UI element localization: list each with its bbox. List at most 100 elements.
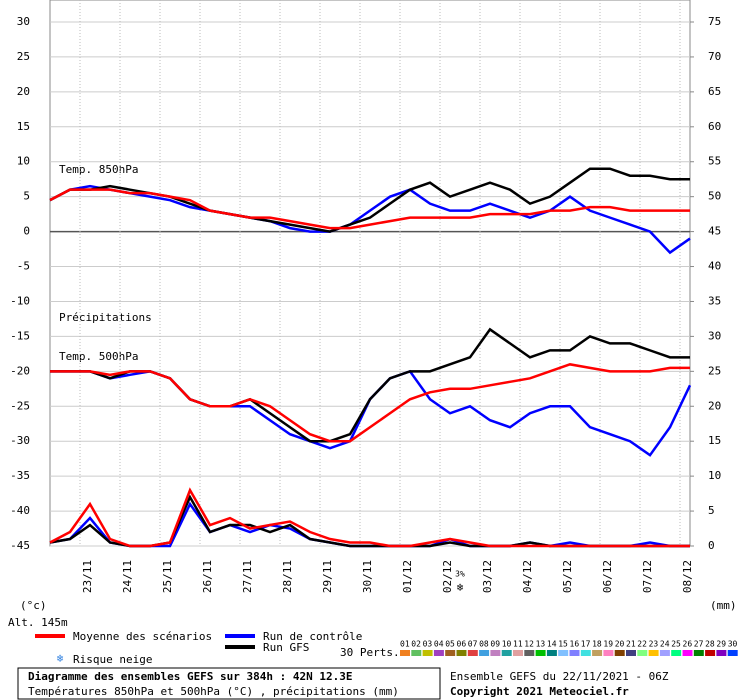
panel-label: Précipitations xyxy=(59,311,152,324)
pert-label: 15 xyxy=(558,640,568,649)
y-tick-label: 10 xyxy=(17,155,30,168)
pert-label: 28 xyxy=(705,640,715,649)
y2-tick-label: 75 xyxy=(708,15,721,28)
y-tick-label: -15 xyxy=(10,329,30,342)
y2-tick-label: 35 xyxy=(708,294,721,307)
y-tick-label: 15 xyxy=(17,120,30,133)
pert-label: 03 xyxy=(423,640,433,649)
pert-swatch xyxy=(603,650,614,656)
x-tick-label: 01/12 xyxy=(401,560,414,593)
y2-tick-label: 60 xyxy=(708,120,721,133)
pert-label: 29 xyxy=(716,640,726,649)
series-line xyxy=(49,184,691,255)
pert-swatch xyxy=(569,650,580,656)
y2-tick-label: 15 xyxy=(708,434,721,447)
x-tick-label: 24/11 xyxy=(121,560,134,593)
y-tick-label: -10 xyxy=(10,294,30,307)
y-tick-label: -30 xyxy=(10,434,30,447)
x-tick-label: 28/11 xyxy=(281,560,294,593)
pert-label: 18 xyxy=(592,640,602,649)
pert-swatch xyxy=(546,650,557,656)
pert-swatch xyxy=(422,650,433,656)
pert-swatch xyxy=(467,650,478,656)
pert-label: 14 xyxy=(547,640,557,649)
pert-label: 04 xyxy=(434,640,444,649)
x-tick-label: 30/11 xyxy=(361,560,374,593)
x-tick-label: 25/11 xyxy=(161,560,174,593)
y-tick-label: 0 xyxy=(23,225,30,238)
pert-label: 02 xyxy=(411,640,421,649)
y-tick-label: -25 xyxy=(10,399,30,412)
y-tick-label: 25 xyxy=(17,50,30,63)
pert-swatch xyxy=(479,650,490,656)
pert-swatch xyxy=(400,650,410,656)
pert-swatch xyxy=(592,650,603,656)
pert-swatch xyxy=(727,650,738,656)
footer-copyright: Copyright 2021 Meteociel.fr xyxy=(450,685,629,698)
pert-label: 08 xyxy=(479,640,489,649)
x-tick-label: 04/12 xyxy=(521,560,534,593)
legend-label: Run de contrôle xyxy=(263,630,362,643)
x-tick-label: 27/11 xyxy=(241,560,254,593)
pert-label: 22 xyxy=(637,640,647,649)
pert-swatch xyxy=(580,650,591,656)
pert-label: 11 xyxy=(513,640,523,649)
pert-label: 07 xyxy=(468,640,478,649)
y2-tick-label: 25 xyxy=(708,364,721,377)
pert-label: 20 xyxy=(615,640,625,649)
x-tick-label: 23/11 xyxy=(81,560,94,593)
pert-label: 27 xyxy=(694,640,704,649)
y2-tick-label: 10 xyxy=(708,469,721,482)
series-line xyxy=(49,188,690,230)
y-tick-label: 5 xyxy=(23,190,30,203)
pert-swatch xyxy=(682,650,693,656)
pert-swatch xyxy=(671,650,682,656)
pert-swatch xyxy=(513,650,523,656)
pert-swatch xyxy=(433,650,444,656)
y2-tick-label: 45 xyxy=(708,225,721,238)
pert-swatch xyxy=(637,650,648,656)
y2-unit: (mm) xyxy=(710,599,737,612)
pert-swatch xyxy=(411,650,422,656)
footer-run: Ensemble GEFS du 22/11/2021 - 06Z xyxy=(450,670,669,683)
pert-swatch xyxy=(626,650,636,656)
y-tick-label: -20 xyxy=(10,364,30,377)
pert-label: 09 xyxy=(490,640,500,649)
x-tick-label: 06/12 xyxy=(601,560,614,593)
pert-label: 12 xyxy=(524,640,534,649)
snow-risk: 3% xyxy=(455,570,465,579)
pert-swatch xyxy=(490,650,501,656)
legend-label: Moyenne des scénarios xyxy=(73,630,212,643)
series-line xyxy=(50,363,690,443)
pert-label: 05 xyxy=(445,640,455,649)
pert-label: 26 xyxy=(683,640,693,649)
pert-swatch xyxy=(705,650,716,656)
altitude: Alt. 145m xyxy=(8,616,68,629)
pert-swatch xyxy=(716,650,727,656)
footer-title: Diagramme des ensembles GEFS sur 384h : … xyxy=(28,670,353,683)
pert-label: 23 xyxy=(649,640,659,649)
series-line xyxy=(49,487,690,548)
pert-label: 25 xyxy=(671,640,681,649)
x-tick-label: 05/12 xyxy=(561,560,574,593)
panel-label: Temp. 850hPa xyxy=(59,163,138,176)
snow-icon: ❄ xyxy=(457,581,464,594)
y2-tick-label: 50 xyxy=(708,190,721,203)
pert-label: 21 xyxy=(626,640,636,649)
perts-label: 30 Perts. xyxy=(340,646,400,659)
pert-swatch xyxy=(501,650,512,656)
x-tick-label: 07/12 xyxy=(641,560,654,593)
y-tick-label: -45 xyxy=(10,539,30,552)
footer-subtitle: Températures 850hPa et 500hPa (°C) , pré… xyxy=(28,685,399,698)
y2-tick-label: 0 xyxy=(708,539,715,552)
y2-tick-label: 30 xyxy=(708,329,721,342)
y2-tick-label: 70 xyxy=(708,50,721,63)
pert-swatch xyxy=(535,650,546,656)
pert-label: 16 xyxy=(570,640,580,649)
legend-label: Run GFS xyxy=(263,641,309,654)
pert-label: 10 xyxy=(502,640,512,649)
pert-swatch xyxy=(456,650,467,656)
y-tick-label: 30 xyxy=(17,15,30,28)
x-tick-label: 08/12 xyxy=(681,560,694,593)
